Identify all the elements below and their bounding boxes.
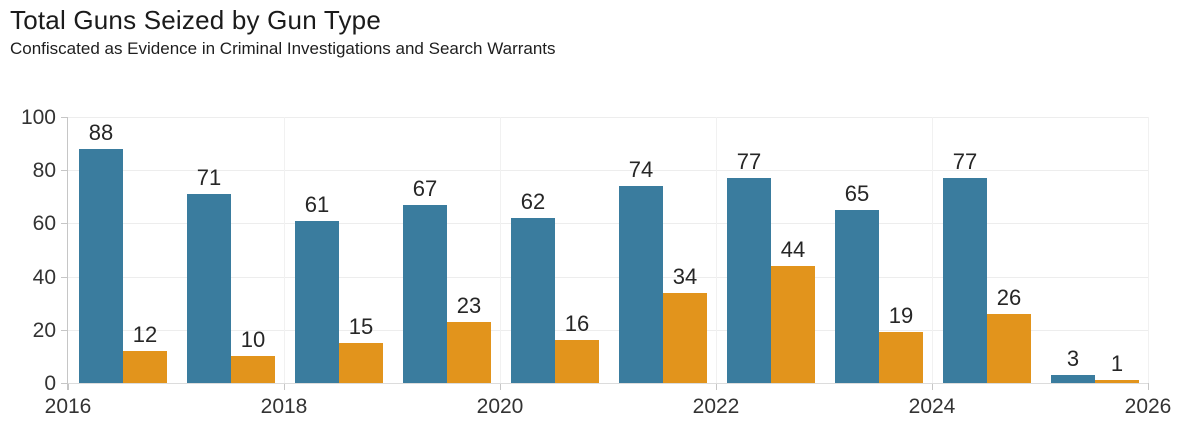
bar-blue-2022 bbox=[727, 178, 771, 383]
bar-orange-2018 bbox=[339, 343, 383, 383]
bar-blue-2023 bbox=[835, 210, 879, 383]
y-tick-mark bbox=[61, 276, 68, 278]
x-axis-line bbox=[68, 383, 1148, 384]
bar-orange-2021 bbox=[663, 292, 707, 383]
x-tick-label: 2024 bbox=[908, 395, 956, 418]
bar-value-label: 12 bbox=[132, 322, 158, 348]
bar-orange-2017 bbox=[231, 356, 275, 383]
bar-value-label: 16 bbox=[564, 311, 590, 337]
x-tick-mark bbox=[1148, 383, 1149, 390]
gridline-vertical bbox=[716, 117, 717, 383]
x-tick-label: 2020 bbox=[476, 395, 524, 418]
y-tick-label: 80 bbox=[32, 159, 56, 183]
bar-value-label: 62 bbox=[520, 189, 546, 215]
bar-value-label: 44 bbox=[780, 236, 806, 262]
bar-value-label: 3 bbox=[1066, 346, 1080, 372]
chart-title: Total Guns Seized by Gun Type bbox=[10, 5, 381, 35]
bar-orange-2022 bbox=[771, 265, 815, 383]
x-tick-mark bbox=[932, 383, 933, 390]
y-tick-label: 60 bbox=[32, 212, 56, 236]
bar-blue-2017 bbox=[187, 194, 231, 383]
y-tick-mark bbox=[61, 329, 68, 331]
bar-blue-2016 bbox=[79, 148, 123, 383]
bar-orange-2025 bbox=[1095, 380, 1139, 383]
x-tick-label: 2016 bbox=[44, 395, 92, 418]
gridline-horizontal bbox=[68, 170, 1148, 172]
bar-orange-2019 bbox=[447, 321, 491, 383]
bar-value-label: 15 bbox=[348, 314, 374, 340]
bar-blue-2024 bbox=[943, 178, 987, 383]
bar-value-label: 19 bbox=[888, 303, 914, 329]
y-tick-label: 100 bbox=[20, 106, 56, 129]
bar-value-label: 1 bbox=[1110, 351, 1124, 377]
y-axis-line bbox=[67, 117, 68, 390]
bar-orange-2023 bbox=[879, 332, 923, 383]
x-tick-mark bbox=[68, 383, 69, 390]
bar-value-label: 88 bbox=[88, 119, 114, 145]
bar-value-label: 65 bbox=[844, 181, 870, 207]
gridline-vertical bbox=[932, 117, 933, 383]
x-tick-mark bbox=[284, 383, 285, 390]
bar-value-label: 10 bbox=[240, 327, 266, 353]
y-tick-mark bbox=[61, 117, 68, 118]
gridline-vertical bbox=[1148, 117, 1149, 383]
gridline-horizontal bbox=[68, 223, 1148, 225]
y-tick-label: 20 bbox=[32, 318, 56, 342]
gridline-horizontal bbox=[68, 276, 1148, 278]
bar-blue-2020 bbox=[511, 218, 555, 383]
gridline-vertical bbox=[500, 117, 501, 383]
bar-blue-2025 bbox=[1051, 375, 1095, 383]
x-tick-label: 2018 bbox=[260, 395, 308, 418]
bar-value-label: 74 bbox=[628, 157, 654, 183]
gridline-horizontal bbox=[68, 117, 1148, 118]
chart-subtitle: Confiscated as Evidence in Criminal Inve… bbox=[10, 39, 556, 58]
bar-blue-2018 bbox=[295, 220, 339, 383]
bar-value-label: 26 bbox=[996, 284, 1022, 310]
bar-blue-2019 bbox=[403, 204, 447, 383]
bar-blue-2021 bbox=[619, 186, 663, 383]
x-tick-label: 2022 bbox=[692, 395, 740, 418]
bar-value-label: 23 bbox=[456, 292, 482, 318]
y-tick-mark bbox=[61, 170, 68, 172]
bar-value-label: 67 bbox=[412, 175, 438, 201]
bar-value-label: 61 bbox=[304, 191, 330, 217]
bar-orange-2016 bbox=[123, 351, 167, 383]
bar-value-label: 77 bbox=[952, 149, 978, 175]
y-tick-label: 0 bbox=[44, 372, 56, 395]
y-tick-mark bbox=[61, 383, 68, 384]
x-tick-mark bbox=[500, 383, 501, 390]
bar-value-label: 77 bbox=[736, 149, 762, 175]
x-tick-label: 2026 bbox=[1124, 395, 1172, 418]
bar-value-label: 71 bbox=[196, 165, 222, 191]
bar-chart-plot-area: 0 20 40 60 80 100 2016 2018 2020 2022 2024 2026 88 12… bbox=[21, 107, 1171, 417]
y-tick-label: 40 bbox=[32, 265, 56, 289]
bar-value-label: 34 bbox=[672, 263, 698, 289]
bar-orange-2024 bbox=[987, 313, 1031, 383]
y-tick-mark bbox=[61, 223, 68, 225]
gridline-horizontal bbox=[68, 329, 1148, 331]
bar-orange-2020 bbox=[555, 340, 599, 383]
x-tick-mark bbox=[716, 383, 717, 390]
gridline-vertical bbox=[284, 117, 285, 383]
